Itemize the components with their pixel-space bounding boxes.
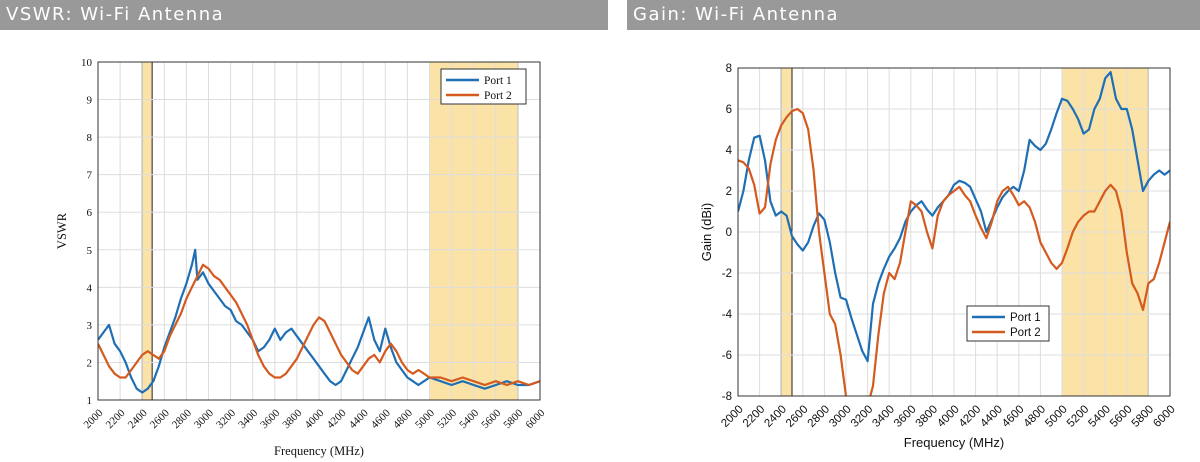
x-tick-label: 4800 bbox=[1022, 403, 1049, 430]
legend: Port 1 Port 2 bbox=[966, 305, 1050, 342]
y-tick-label: 0 bbox=[726, 227, 732, 239]
legend-entry: Port 1 bbox=[1010, 312, 1041, 324]
x-tick-label: 3800 bbox=[914, 403, 941, 430]
y-tick-label: -6 bbox=[722, 350, 732, 362]
x-tick-label: 4000 bbox=[935, 403, 962, 430]
axes-frame bbox=[97, 61, 541, 401]
y-tick-label: 4 bbox=[726, 145, 733, 157]
y-tick-label: 8 bbox=[87, 132, 93, 144]
y-axis-label: Gain (dBi) bbox=[699, 203, 714, 262]
x-tick-label: 4200 bbox=[957, 403, 984, 430]
x-tick-label: 2000 bbox=[719, 403, 746, 430]
y-tick-label: -8 bbox=[722, 391, 732, 403]
y-axis-label: VSWR bbox=[55, 212, 69, 249]
x-tick-label: 4600 bbox=[1000, 403, 1027, 430]
x-tick-label: 2800 bbox=[806, 403, 833, 430]
y-tick-label: 8 bbox=[726, 63, 732, 75]
y-tick-label: 9 bbox=[87, 95, 93, 107]
x-tick-label: 3000 bbox=[827, 403, 854, 430]
x-tick-label: 5600 bbox=[1108, 403, 1135, 430]
legend-entry: Port 1 bbox=[484, 75, 512, 87]
legend-box bbox=[440, 68, 527, 105]
x-tick-label: 6000 bbox=[1151, 403, 1178, 430]
y-tick-label: -4 bbox=[722, 309, 733, 321]
x-tick-label: 2600 bbox=[784, 403, 811, 430]
legend-box bbox=[966, 305, 1050, 342]
y-tick-label: 6 bbox=[87, 207, 93, 219]
legend-entry: Port 2 bbox=[484, 90, 512, 102]
x-tick-label: 4400 bbox=[978, 403, 1005, 430]
legend-entry: Port 2 bbox=[1010, 327, 1041, 339]
y-tick-label: 2 bbox=[726, 186, 732, 198]
x-tick-label: 2200 bbox=[741, 403, 768, 430]
y-tick-label: -2 bbox=[722, 268, 732, 280]
x-axis-label: Frequency (MHz) bbox=[274, 444, 364, 458]
x-axis-label: Frequency (MHz) bbox=[904, 435, 1004, 450]
x-tick-label: 5800 bbox=[1130, 403, 1157, 430]
y-tick-label: 7 bbox=[87, 170, 93, 182]
x-tick-label: 5200 bbox=[1065, 403, 1092, 430]
y-tick-label: 10 bbox=[81, 57, 93, 69]
axes-frame bbox=[737, 67, 1171, 397]
y-tick-label: 2 bbox=[87, 357, 93, 369]
x-tick-label: 2400 bbox=[762, 403, 789, 430]
y-tick-label: 5 bbox=[87, 245, 93, 257]
y-tick-label: 6 bbox=[726, 104, 732, 116]
vswr-header: VSWR: Wi-Fi Antenna bbox=[0, 0, 608, 30]
series-line-port-2 bbox=[98, 263, 540, 387]
x-tick-label: 3400 bbox=[870, 403, 897, 430]
y-tick-label: 4 bbox=[87, 282, 93, 294]
legend: Port 1 Port 2 bbox=[440, 68, 527, 105]
series-line-port-2 bbox=[738, 107, 1170, 396]
series-line-port-1 bbox=[738, 71, 1170, 363]
gain-header: Gain: Wi-Fi Antenna bbox=[627, 0, 1200, 30]
x-tick-label: 3200 bbox=[849, 403, 876, 430]
y-tick-label: 1 bbox=[87, 395, 93, 407]
x-tick-label: 5400 bbox=[1086, 403, 1113, 430]
y-tick-label: 3 bbox=[87, 320, 93, 332]
x-tick-label: 3600 bbox=[892, 403, 919, 430]
x-tick-label: 5000 bbox=[1043, 403, 1070, 430]
